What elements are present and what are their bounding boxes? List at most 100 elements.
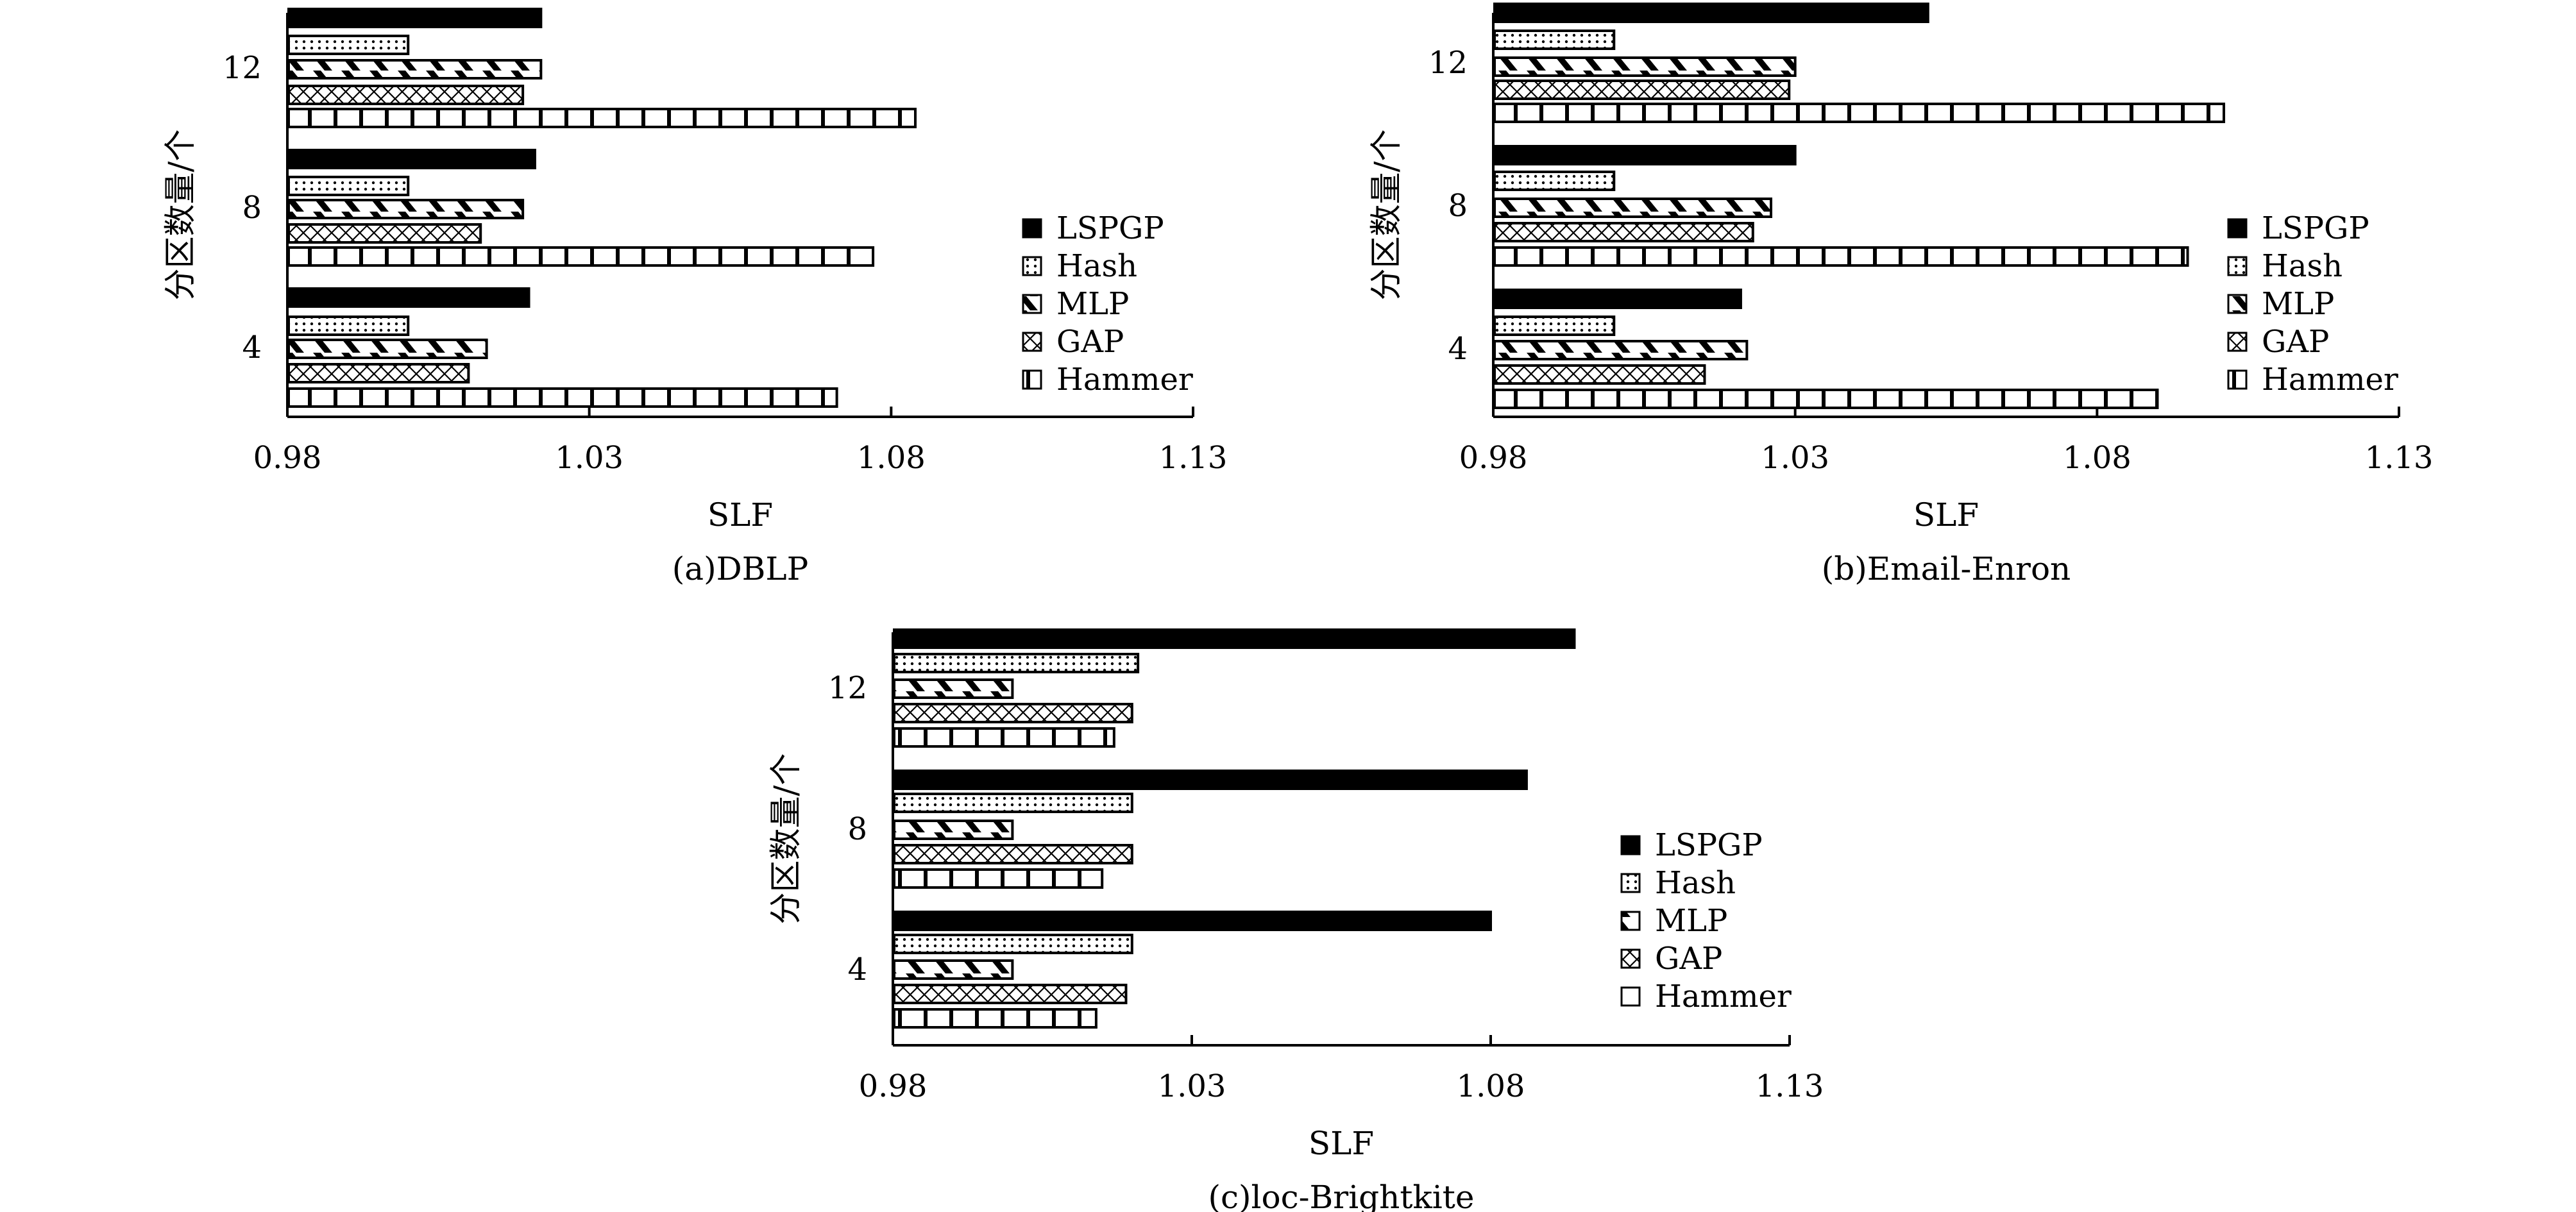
legend-label: MLP (1056, 286, 1129, 322)
x-axis-label: SLF (708, 496, 773, 534)
bar-mlp-4 (1493, 340, 1749, 360)
bar-mlp-12 (287, 59, 543, 80)
bar-gap-4 (1493, 364, 1706, 385)
legend-entry: Hash (2227, 248, 2343, 284)
legend-entry: Hash (1620, 865, 1736, 901)
bar-hammer-12 (893, 727, 1115, 748)
bar-gap-12 (893, 703, 1133, 723)
bar-lspgp-4 (1493, 289, 1742, 309)
bar-lspgp-8 (287, 149, 536, 169)
x-tick-labels: 0.98 1.03 1.08 1.13 (253, 440, 1228, 476)
legend-label: GAP (1056, 324, 1124, 360)
y-axis-label: 分区数量/个 (1368, 130, 1405, 301)
legend-swatch-gap (2227, 332, 2248, 352)
bar-hammer-12 (1493, 103, 2226, 123)
category-label: 8 (1448, 188, 1468, 224)
bar-hash-8 (1493, 171, 1616, 191)
bar-hash-4 (1493, 316, 1616, 336)
bar-hammer-8 (1493, 246, 2189, 267)
legend: LSPGP Hash MLP GAP Hammer (1022, 210, 1193, 398)
axes (1492, 13, 2400, 418)
legend-entry: MLP (1022, 286, 1129, 322)
chart-caption: (b)Email-Enron (1822, 550, 2071, 587)
legend: LSPGP Hash MLP GAP Hammer (2227, 210, 2398, 398)
chart-panel-dblp: 12 8 4 0.98 1.03 1.08 1.13 SLF 分区数量/个 (a… (162, 8, 1228, 587)
y-axis-label: 分区数量/个 (767, 753, 804, 925)
x-tick-label: 1.03 (1158, 1068, 1226, 1104)
legend-entry: LSPGP (1022, 210, 1164, 246)
x-tick-label: 1.08 (2063, 440, 2131, 476)
legend-entry: LSPGP (1620, 827, 1763, 863)
chart-panel-email-enron: 12 8 4 0.98 1.03 1.08 1.13 SLF 分区数量/个 (b… (1368, 3, 2434, 587)
legend-label: Hash (1655, 865, 1736, 901)
x-tick-labels: 0.98 1.03 1.08 1.13 (1459, 440, 2434, 476)
bar-gap-8 (1493, 222, 1754, 242)
legend-entry: MLP (2227, 286, 2334, 322)
chart-panel-loc-brightkite: 12 8 4 0.98 1.03 1.08 1.13 SLF 分区数量/个 (c… (767, 628, 1824, 1212)
axes (892, 632, 1791, 1047)
bar-hash-4 (893, 934, 1133, 954)
legend-label: MLP (1655, 903, 1727, 939)
x-tick-label: 1.13 (1159, 440, 1228, 476)
bar-lspgp-4 (893, 911, 1492, 931)
bar-hammer-4 (893, 1008, 1097, 1029)
legend-swatch-hammer (1022, 369, 1042, 390)
category-label: 4 (242, 330, 262, 366)
category-label: 12 (828, 670, 867, 706)
chart-caption: (c)loc-Brightkite (1208, 1179, 1475, 1212)
bar-hammer-4 (287, 387, 838, 408)
bar-lspgp-12 (893, 628, 1576, 649)
bar-hash-4 (287, 316, 410, 336)
bar-mlp-12 (893, 678, 1014, 699)
category-label: 8 (847, 811, 867, 847)
x-tick-label: 1.13 (1756, 1068, 1824, 1104)
chart-caption: (a)DBLP (672, 550, 809, 587)
bar-mlp-8 (287, 199, 525, 219)
y-axis-label: 分区数量/个 (162, 130, 199, 301)
axes (286, 13, 1194, 418)
bar-mlp-12 (1493, 56, 1797, 77)
legend-label: Hammer (1655, 979, 1792, 1014)
legend-label: Hash (2262, 248, 2343, 284)
bar-lspgp-12 (1493, 3, 1929, 23)
bar-gap-8 (287, 223, 482, 244)
category-label: 4 (1448, 331, 1468, 367)
bar-hash-12 (1493, 29, 1616, 50)
legend-entry: GAP (1022, 324, 1124, 360)
bar-hammer-12 (287, 108, 917, 128)
bar-gap-4 (893, 984, 1128, 1004)
legend-entry: LSPGP (2227, 210, 2369, 246)
bars (287, 8, 917, 408)
legend-swatch-hammer (2227, 369, 2248, 390)
legend: LSPGP Hash MLP GAP Hammer (1620, 827, 1792, 1014)
legend-entry: Hammer (1022, 362, 1193, 398)
x-axis-label: SLF (1309, 1125, 1374, 1162)
bar-lspgp-8 (1493, 145, 1797, 165)
x-tick-label: 1.08 (857, 440, 926, 476)
legend-entry: MLP (1620, 903, 1727, 939)
legend-label: Hash (1056, 248, 1137, 284)
legend-swatch-gap (1620, 948, 1641, 969)
x-tick-labels: 0.98 1.03 1.08 1.13 (859, 1068, 1824, 1104)
legend-label: GAP (2262, 324, 2329, 360)
legend-swatch-gap (1022, 332, 1042, 352)
legend-label: Hammer (1056, 362, 1193, 398)
legend-label: MLP (2262, 286, 2334, 322)
x-tick-label: 0.98 (1459, 440, 1528, 476)
bars (1493, 3, 2226, 409)
x-tick-label: 1.08 (1457, 1068, 1525, 1104)
bar-mlp-4 (893, 959, 1014, 980)
bar-gap-8 (893, 844, 1133, 864)
bar-gap-4 (287, 363, 470, 383)
category-labels: 12 8 4 (828, 670, 867, 988)
legend-swatch-hash (1022, 256, 1042, 276)
x-tick-label: 1.03 (1761, 440, 1829, 476)
bar-hammer-8 (893, 868, 1104, 889)
x-tick-label: 1.13 (2365, 440, 2434, 476)
bar-hammer-8 (287, 246, 875, 267)
legend-swatch-hash (2227, 256, 2248, 276)
legend-swatch-lspgp (2227, 218, 2248, 239)
category-label: 8 (242, 190, 262, 226)
legend-label: LSPGP (1056, 210, 1164, 246)
